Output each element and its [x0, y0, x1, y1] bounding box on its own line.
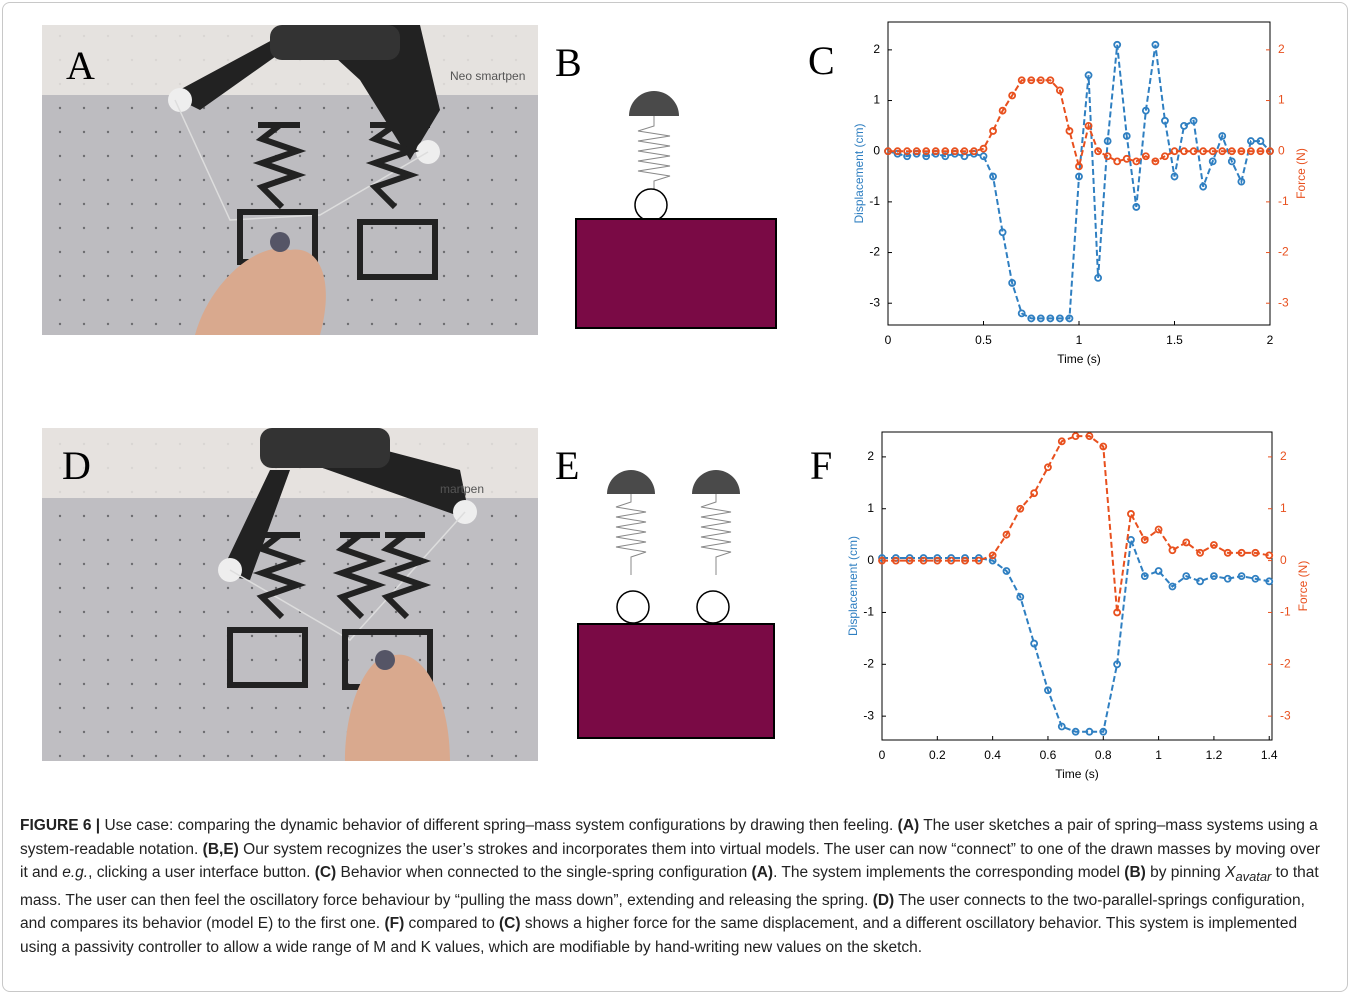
- y2-tick-label: 1: [1278, 93, 1285, 107]
- y2-tick-label: 2: [1278, 42, 1285, 56]
- y-tick-label: -2: [869, 245, 880, 259]
- y2-tick-label: -3: [1278, 295, 1289, 309]
- y2-tick-label: 0: [1280, 553, 1287, 567]
- x-tick-label: 0: [879, 748, 886, 762]
- caption-text: (A): [898, 817, 920, 834]
- caption-text: (B): [1124, 864, 1146, 881]
- series-line: [888, 45, 1270, 319]
- series-line: [882, 540, 1269, 732]
- y-tick-label: 1: [873, 93, 880, 107]
- y-tick-label: 2: [873, 42, 880, 56]
- y2-tick-label: 2: [1280, 449, 1287, 463]
- x-axis-label: Time (s): [1055, 767, 1099, 781]
- series-line: [882, 436, 1269, 612]
- plot-frame: [882, 432, 1272, 740]
- y-axis-label: Displacement (cm): [846, 536, 860, 636]
- x-tick-label: 0.6: [1040, 748, 1057, 762]
- y-tick-label: 0: [873, 143, 880, 157]
- y-axis-label: Displacement (cm): [852, 123, 866, 223]
- y2-axis-label: Force (N): [1296, 561, 1310, 612]
- caption-text: (A): [752, 864, 774, 881]
- caption-text: Use case: comparing the dynamic behavior…: [104, 817, 897, 834]
- caption-text: . The system implements the correspondin…: [773, 864, 1124, 881]
- x-tick-label: 1.4: [1261, 748, 1278, 762]
- panel-label: D: [62, 443, 91, 488]
- data-point: [1169, 547, 1175, 553]
- caption-text: e.g.: [62, 864, 88, 881]
- y2-axis-label: Force (N): [1294, 148, 1308, 199]
- caption-text: , clicking a user interface button.: [88, 864, 315, 881]
- photo-a: Neo smartpen: [42, 25, 538, 335]
- y2-tick-label: -1: [1280, 605, 1291, 619]
- panel-label: B: [555, 40, 582, 85]
- y2-tick-label: 0: [1278, 143, 1285, 157]
- y-tick-label: 2: [867, 449, 874, 463]
- y2-tick-label: -2: [1280, 656, 1291, 670]
- x-axis-label: Time (s): [1057, 352, 1101, 366]
- data-point: [981, 153, 987, 159]
- caption-text: avatar: [1235, 869, 1271, 884]
- caption: FIGURE 6 | Use case: comparing the dynam…: [20, 814, 1325, 959]
- data-point: [1031, 490, 1037, 496]
- x-tick-label: 1.2: [1206, 748, 1223, 762]
- data-point: [1066, 128, 1072, 134]
- y2-tick-label: -3: [1280, 708, 1291, 722]
- x-tick-label: 1: [1155, 748, 1162, 762]
- y-tick-label: -2: [863, 656, 874, 670]
- x-tick-label: 1: [1076, 333, 1083, 347]
- y-tick-label: -3: [869, 295, 880, 309]
- figure: Neo smartpen A B C martpen D E F 0: [0, 0, 1350, 800]
- y2-tick-label: -1: [1278, 194, 1289, 208]
- y-tick-label: -3: [863, 708, 874, 722]
- x-tick-label: 0.2: [929, 748, 946, 762]
- y-tick-label: -1: [869, 194, 880, 208]
- caption-text: X: [1225, 864, 1235, 881]
- x-tick-label: 0.5: [975, 333, 992, 347]
- x-tick-label: 0.8: [1095, 748, 1112, 762]
- photo-text: Neo smartpen: [450, 69, 525, 83]
- caption-text: (C): [315, 864, 337, 881]
- caption-text: (F): [384, 915, 404, 932]
- x-tick-label: 0.4: [984, 748, 1001, 762]
- caption-text: (D): [873, 892, 895, 909]
- caption-text: by pinning: [1146, 864, 1225, 881]
- x-tick-label: 2: [1267, 333, 1274, 347]
- y2-tick-label: -2: [1278, 245, 1289, 259]
- x-tick-label: 0: [885, 333, 892, 347]
- caption-text: compared to: [404, 915, 499, 932]
- x-tick-label: 1.5: [1166, 333, 1183, 347]
- panel-label: E: [555, 443, 579, 488]
- panel-label: C: [808, 38, 835, 83]
- y-tick-label: 0: [867, 553, 874, 567]
- y2-tick-label: 1: [1280, 501, 1287, 515]
- panel-label: F: [810, 443, 832, 488]
- diagram-e: [578, 470, 774, 738]
- panel-label: A: [66, 43, 95, 88]
- caption-text: (C): [499, 915, 521, 932]
- photo-text: martpen: [440, 482, 484, 496]
- caption-text: (B,E): [203, 841, 239, 858]
- data-point: [990, 128, 996, 134]
- data-point: [1000, 229, 1006, 235]
- y-tick-label: -1: [863, 605, 874, 619]
- photo-d: martpen: [42, 428, 538, 761]
- caption-text: Behavior when connected to the single-sp…: [336, 864, 751, 881]
- y-tick-label: 1: [867, 501, 874, 515]
- caption-text: FIGURE 6 |: [20, 817, 104, 834]
- diagram-b: [576, 91, 776, 328]
